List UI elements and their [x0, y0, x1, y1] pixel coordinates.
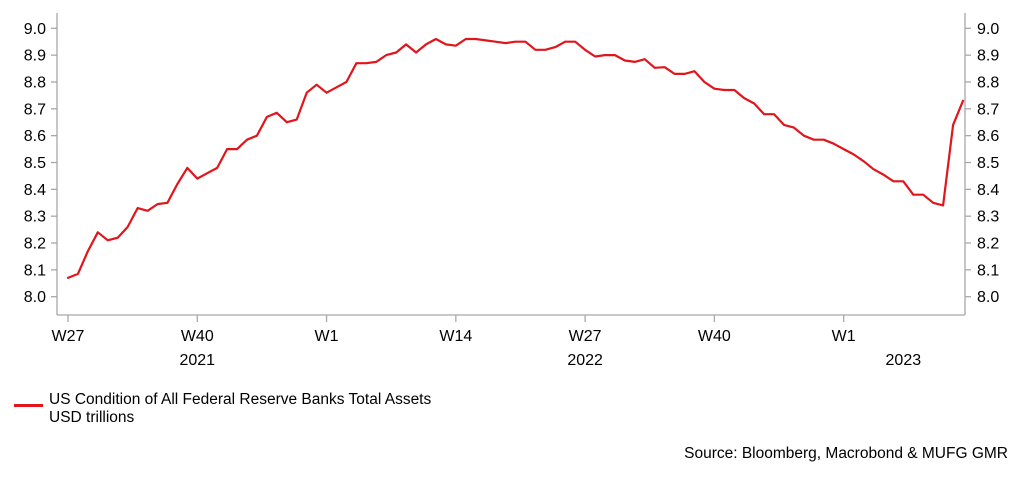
- y-tick-label-right: 8.2: [977, 236, 999, 253]
- y-tick-label-right: 8.9: [977, 48, 999, 65]
- x-tick-label: W1: [832, 328, 856, 345]
- y-tick-label-right: 8.3: [977, 209, 999, 226]
- y-tick-label-left: 8.0: [24, 289, 46, 306]
- y-tick-label-right: 9.0: [977, 21, 999, 38]
- y-tick-label-left: 8.9: [24, 48, 46, 65]
- source-note: Source: Bloomberg, Macrobond & MUFG GMR: [684, 445, 1008, 462]
- y-tick-label-left: 8.8: [24, 74, 46, 91]
- y-tick-label-right: 8.6: [977, 128, 999, 145]
- y-tick-label-left: 9.0: [24, 21, 46, 38]
- y-tick-label-left: 8.5: [24, 155, 46, 172]
- y-tick-label-right: 8.7: [977, 101, 999, 118]
- y-tick-label-right: 8.4: [977, 182, 999, 199]
- legend-text: US Condition of All Federal Reserve Bank…: [49, 391, 431, 427]
- y-tick-label-left: 8.6: [24, 128, 46, 145]
- legend-series-label: US Condition of All Federal Reserve Bank…: [49, 391, 432, 408]
- x-year-label: 2023: [886, 352, 922, 369]
- chart-svg: 8.0 8.0 8.1 8.1 8.2 8.2 8.3 8.3 8.4 8.4 8.5 8.5 8.6 8…: [24, 13, 999, 369]
- y-tick-label-left: 8.2: [24, 236, 46, 253]
- x-tick-label: W40: [698, 328, 731, 345]
- y-tick-label-left: 8.3: [24, 209, 46, 226]
- legend: US Condition of All Federal Reserve Bank…: [14, 391, 431, 427]
- legend-series-unit: USD trillions: [49, 409, 135, 426]
- x-year-label: 2022: [567, 352, 603, 369]
- x-tick-label: W27: [52, 328, 85, 345]
- y-tick-label-left: 8.7: [24, 101, 46, 118]
- x-tick-label: W1: [315, 328, 339, 345]
- x-tick-label: W14: [439, 328, 472, 345]
- y-tick-label-right: 8.5: [977, 155, 999, 172]
- legend-line-swatch: [14, 404, 43, 407]
- x-tick-label: W27: [569, 328, 602, 345]
- y-tick-label-right: 8.1: [977, 262, 999, 279]
- y-tick-label-right: 8.0: [977, 289, 999, 306]
- x-tick-label: W40: [181, 328, 214, 345]
- y-tick-label-right: 8.8: [977, 74, 999, 91]
- y-tick-label-left: 8.4: [24, 182, 46, 199]
- y-tick-label-left: 8.1: [24, 262, 46, 279]
- x-year-label: 2021: [179, 352, 215, 369]
- series-line: [66, 37, 965, 279]
